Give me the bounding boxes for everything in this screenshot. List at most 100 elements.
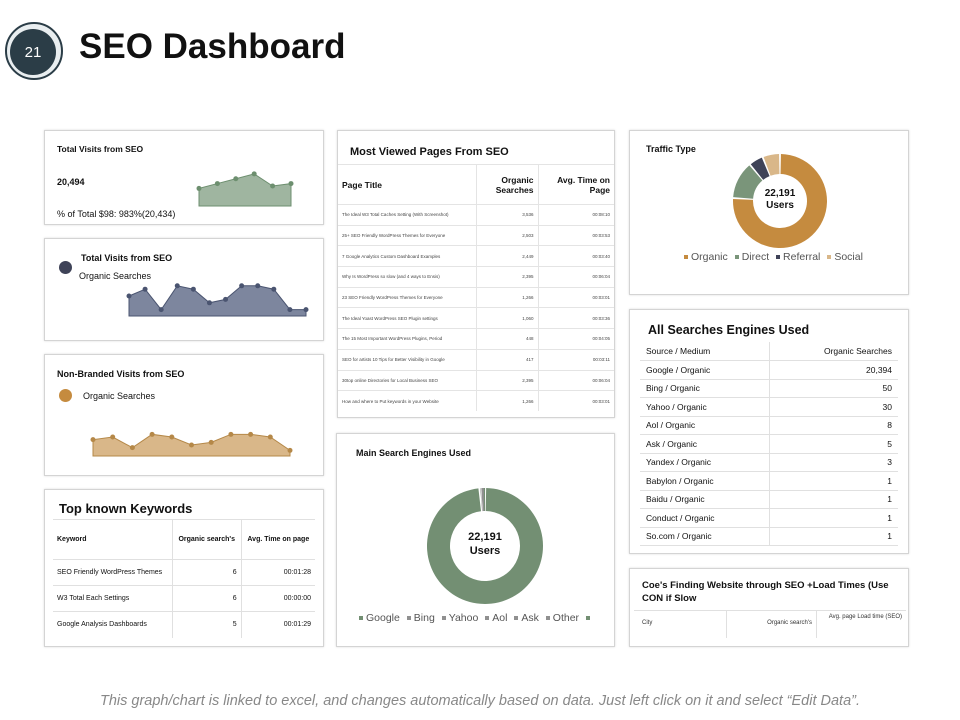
time-cell: 00:06:04 [537,369,614,391]
load-times-header-searches: Organic search's [726,611,816,638]
legend-aol: Aol [492,612,508,624]
searches-cell: 1,266 [475,390,538,412]
source-cell: Ask / Organic [640,434,770,454]
total-visits-percent: % of Total $98: 983%(20,434) [57,209,176,219]
organic-point [158,307,164,313]
keyword-cell: Google Analysis Dashboards [53,611,173,638]
time-cell: 00:00:00 [240,585,315,612]
table-row: Google / Organic 20,394 [640,360,898,380]
searches-cell: 1 [768,508,898,528]
table-row: Babylon / Organic 1 [640,471,898,491]
traffic-slice-direct [733,165,763,199]
keywords-table: Keyword Organic search's Avg. Time on pa… [53,519,315,638]
searches-cell: 1 [768,527,898,546]
time-cell: 00:03:01 [537,390,614,412]
most-viewed-header-title: Page Title [338,164,476,205]
time-cell: 00:04:05 [537,328,614,350]
table-row: Yahoo / Organic 30 [640,397,898,417]
non-branded-point [228,431,234,437]
total-visits-point [214,181,220,187]
page-title-cell: How and where to Put keywords in your We… [338,390,476,412]
page-title-cell: The Ideal Yoast WordPress SEO Plugin set… [338,307,476,329]
traffic-slice-organic [733,154,827,248]
organic-point [142,286,148,292]
total-visits-value: 20,494 [57,177,85,187]
traffic-center-label: Users [766,200,794,211]
table-row: So.com / Organic 1 [640,527,898,546]
non-branded-point [208,439,214,445]
main-engines-legend: Google Bing Yahoo Aol Ask Other [355,612,593,624]
time-cell: 00:06:04 [537,266,614,288]
page-title-cell: The 15 Most Important WordPress Plugins,… [338,328,476,350]
load-times-header-load: Avg. page Load time (SEO) [816,611,906,638]
total-visits-area [198,173,292,207]
time-cell: 00:01:28 [240,559,315,586]
total-visits-organic-legend: Organic Searches [79,271,152,281]
total-visits-organic-chart [126,283,309,317]
searches-cell: 1 [768,471,898,491]
legend-swatch-yahoo [441,615,446,620]
traffic-slice-social [763,154,780,176]
main-engines-slice-google [427,488,543,604]
legend-google: Google [366,612,400,624]
legend-swatch-aol [485,615,490,620]
non-branded-point [110,434,116,440]
table-row: Ask / Organic 5 [640,434,898,454]
most-viewed-table: Page Title Organic Searches Avg. Time on… [338,164,614,412]
organic-point [206,300,212,306]
legend-swatch-other [545,615,550,620]
legend-swatch-referral [776,254,781,259]
time-cell: 00:03:53 [537,224,614,246]
main-engines-center-value: 22,191 [468,531,502,543]
total-visits-point [288,181,294,187]
legend-direct: Direct [741,251,770,263]
source-cell: Baidu / Organic [640,490,770,509]
source-cell: Conduct / Organic [640,508,770,528]
organic-point [190,286,196,292]
time-cell: 00:08:10 [537,204,614,226]
table-row: Aol / Organic 8 [640,416,898,435]
page-title-cell: The Ideal W3 Total Caches Setting (With … [338,204,476,226]
main-engines-title: Main Search Engines Used [356,448,472,458]
source-cell: Yahoo / Organic [640,397,770,417]
searches-cell: 448 [475,328,538,350]
time-cell: 00:03:36 [537,307,614,329]
keywords-header-time: Avg. Time on page [240,519,315,560]
searches-cell: 6 [171,559,242,586]
main-engines-slice-other [483,488,486,512]
legend-organic: Organic [691,251,728,263]
page-title: SEO Dashboard [79,27,346,66]
non-branded-point [267,434,273,440]
keyword-cell: SEO Friendly WordPress Themes [53,559,173,586]
table-row: SEO for artists 10 Tips for Better Visib… [338,348,614,370]
legend-swatch-extra [585,615,590,620]
most-viewed-title: Most Viewed Pages From SEO [350,146,509,158]
table-row: Conduct / Organic 1 [640,508,898,528]
source-cell: Bing / Organic [640,379,770,398]
total-visits-sparkline [196,171,294,207]
table-row: 25+ SEO Friendly WordPress Themes for Ev… [338,224,614,246]
total-visits-organic-panel: Total Visits from SEO Organic Searches [44,238,324,341]
time-cell: 00:01:29 [240,611,315,638]
non-branded-point [129,445,135,451]
time-cell: 00:03:40 [537,245,614,267]
source-cell: Yandex / Organic [640,453,770,472]
legend-swatch-social [827,254,832,259]
searches-cell: 3 [768,453,898,472]
non-branded-title: Non-Branded Visits from SEO [57,369,185,379]
table-row: Bing / Organic 50 [640,379,898,398]
total-visits-panel: Total Visits from SEO 20,494 % of Total … [44,130,324,225]
page-title-cell: SEO for artists 10 Tips for Better Visib… [338,348,476,370]
non-branded-point [90,437,96,443]
organic-point [126,293,132,299]
page-title-cell: 23 SEO Friendly WordPress Themes for Eve… [338,286,476,308]
main-engines-donut [427,488,543,604]
page-number: 21 [10,29,56,75]
legend-yahoo: Yahoo [448,612,479,624]
organic-area [128,285,307,317]
total-visits-point [233,176,239,182]
table-row: 7 Google Analytics Custom Dashboard Exam… [338,245,614,267]
total-visits-organic-title: Total Visits from SEO [81,253,173,263]
page-title-cell: 30top online Directories for Local Busin… [338,369,476,391]
searches-cell: 50 [768,379,898,398]
